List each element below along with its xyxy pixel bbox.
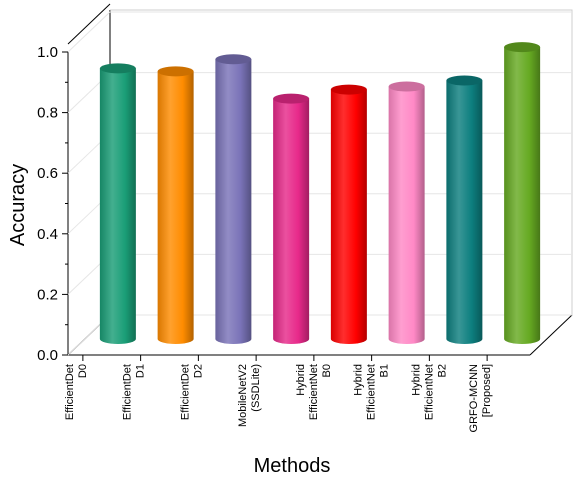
bar xyxy=(273,93,310,344)
floor-right-edge xyxy=(529,314,573,356)
bar xyxy=(504,42,541,345)
x-tick-label: MobileNetV2(SSDLite) xyxy=(237,364,262,427)
bar xyxy=(388,81,425,344)
x-tick-label: EfficientDetD2 xyxy=(179,364,204,420)
bar xyxy=(330,84,367,344)
y-tick-label: 0.4 xyxy=(37,226,58,243)
x-axis-title: Methods xyxy=(254,455,331,477)
grid-line-left xyxy=(67,11,111,53)
bar-top xyxy=(99,63,136,74)
y-axis-ticks: 0.0 0.2 0.4 0.6 0.8 1.0 xyxy=(37,44,68,364)
bar-top xyxy=(446,75,483,86)
bar-body xyxy=(215,59,252,345)
x-tick-label: EfficientDetD1 xyxy=(122,364,147,420)
bar-body xyxy=(330,89,367,344)
x-tick-label: GRFO-MCNN[Proposed] xyxy=(468,364,493,432)
x-tick-label: HybridEfficientNetB2 xyxy=(410,364,448,420)
y-axis-title: Accuracy xyxy=(7,164,29,246)
bar-body xyxy=(273,98,310,344)
x-tick-label: HybridEfficientNetB0 xyxy=(295,364,333,420)
x-tick-label: HybridEfficientNetB1 xyxy=(353,364,391,420)
y-tick-label: 0.2 xyxy=(37,286,58,303)
bar xyxy=(157,66,194,344)
bars xyxy=(99,42,541,345)
bar xyxy=(99,63,136,345)
bar-body xyxy=(504,47,541,345)
x-axis-categories: EfficientDetD0 EfficientDetD1 EfficientDet… xyxy=(64,355,493,432)
bar-body xyxy=(388,86,425,344)
x-tick-label: EfficientDetD0 xyxy=(64,364,89,420)
grid xyxy=(67,11,572,356)
bar-top xyxy=(388,81,425,92)
bar-top xyxy=(273,93,310,104)
bar-body xyxy=(99,68,136,345)
y-tick-label: 1.0 xyxy=(37,44,58,61)
bar-body xyxy=(157,71,194,344)
y-tick-label: 0.8 xyxy=(37,105,58,122)
y-tick-label: 0.6 xyxy=(37,165,58,182)
bar-top xyxy=(330,84,367,95)
y-tick-label: 0.0 xyxy=(37,347,58,364)
bar-top xyxy=(157,66,194,77)
bar xyxy=(215,54,252,345)
bar-top xyxy=(504,42,541,53)
plot-frame xyxy=(67,3,573,356)
back-wall-top-edge xyxy=(110,9,573,315)
bar-top xyxy=(215,54,252,65)
left-wall-top-edge xyxy=(67,3,111,45)
bar-body xyxy=(446,80,483,344)
bar xyxy=(446,75,483,344)
